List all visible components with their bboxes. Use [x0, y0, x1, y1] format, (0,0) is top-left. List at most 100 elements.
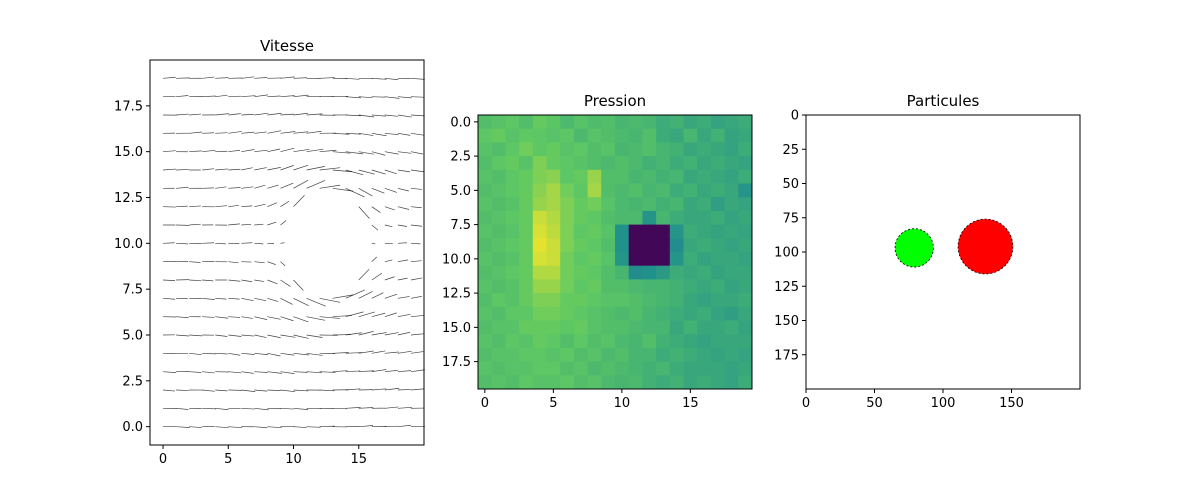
heatmap-cell [683, 224, 698, 239]
heatmap-cell [615, 361, 630, 376]
heatmap-cell [560, 224, 575, 239]
heatmap-cell [642, 293, 657, 308]
heatmap-cell [710, 375, 725, 390]
velocity-arrow [241, 389, 256, 392]
heatmap-cell [615, 320, 630, 335]
velocity-arrow [371, 369, 387, 373]
heatmap-cell [573, 169, 588, 184]
velocity-arrow [267, 148, 281, 153]
heatmap-cell [505, 128, 520, 143]
pression-y-tick-label: 5.0 [450, 184, 471, 199]
velocity-arrow [358, 132, 374, 136]
velocity-arrow [319, 167, 341, 171]
heatmap-cell [519, 347, 534, 362]
vitesse-y-tick-label: 7.5 [122, 283, 143, 298]
heatmap-cell [615, 197, 630, 212]
velocity-arrow [254, 112, 269, 116]
heatmap-cell [601, 183, 616, 198]
heatmap-cell [532, 169, 547, 184]
heatmap-cell [573, 265, 588, 280]
velocity-arrow [202, 168, 215, 171]
heatmap-cell [710, 306, 725, 321]
heatmap-cell [601, 238, 616, 253]
heatmap-cell [710, 224, 725, 239]
velocity-arrow [280, 261, 286, 267]
particle [894, 228, 934, 268]
heatmap-cell [587, 210, 602, 225]
velocity-arrow [358, 206, 370, 219]
heatmap-cell [710, 252, 725, 267]
velocity-arrow [319, 389, 335, 392]
heatmap-cell [519, 115, 534, 130]
heatmap-cell [628, 252, 643, 267]
heatmap-cell [628, 115, 643, 130]
heatmap-cell [478, 279, 493, 294]
velocity-arrow [267, 95, 281, 98]
velocity-arrow [397, 350, 412, 354]
heatmap-cell [669, 252, 684, 267]
heatmap-cell [697, 279, 712, 294]
pression-y-tick-label: 2.5 [450, 150, 471, 165]
heatmap-cell [656, 197, 671, 212]
heatmap-cell [560, 334, 575, 349]
heatmap-cell [738, 169, 753, 184]
velocity-arrow [345, 114, 361, 117]
particules-y-tick-label: 100 [774, 246, 799, 261]
heatmap-cell [519, 334, 534, 349]
velocity-arrow [332, 169, 353, 173]
heatmap-cell [669, 197, 684, 212]
pression-y-tick-label: 12.5 [442, 287, 471, 302]
velocity-arrow [306, 130, 322, 134]
velocity-arrow [371, 132, 387, 137]
pression-y-tick-label: 7.5 [450, 218, 471, 233]
heatmap-cell [642, 375, 657, 390]
velocity-arrow [384, 96, 400, 99]
velocity-arrow [293, 131, 309, 134]
heatmap-cell [532, 347, 547, 362]
heatmap-cell [478, 197, 493, 212]
heatmap-cell [478, 183, 493, 198]
velocity-arrow [345, 332, 362, 336]
quiver-arrows [163, 76, 425, 429]
heatmap-cell [683, 238, 698, 253]
heatmap-cell [601, 347, 616, 362]
velocity-arrow [345, 352, 363, 354]
velocity-arrow [280, 298, 293, 305]
heatmap-cell [669, 334, 684, 349]
velocity-arrow [215, 389, 228, 392]
velocity-arrow [241, 131, 255, 134]
velocity-arrow [371, 292, 384, 299]
velocity-arrow [397, 313, 411, 318]
heatmap-cell [628, 347, 643, 362]
heatmap-cell [628, 224, 643, 239]
velocity-arrow [189, 371, 202, 373]
velocity-arrow [280, 352, 295, 356]
velocity-arrow [397, 424, 411, 428]
heatmap-cell [615, 375, 630, 390]
velocity-arrow [189, 131, 203, 134]
velocity-arrow [267, 316, 281, 320]
heatmap-cell [573, 224, 588, 239]
heatmap-cell [560, 265, 575, 280]
velocity-arrow [176, 316, 189, 319]
velocity-arrow [306, 426, 321, 428]
heatmap-cell [560, 115, 575, 130]
heatmap-cell [738, 334, 753, 349]
heatmap-cell [587, 197, 602, 212]
heatmap-cell [724, 279, 739, 294]
heatmap-cell [656, 375, 671, 390]
heatmap-cell [519, 265, 534, 280]
heatmap-cell [546, 142, 561, 157]
heatmap-cell [697, 128, 712, 143]
velocity-arrow [241, 114, 254, 116]
heatmap-cell [491, 156, 506, 171]
heatmap-cell [532, 375, 547, 390]
velocity-arrow [397, 187, 409, 192]
velocity-arrow [410, 77, 425, 80]
velocity-arrow [371, 242, 376, 245]
heatmap-cell [478, 265, 493, 280]
heatmap-cell [656, 361, 671, 376]
velocity-arrow [410, 315, 424, 318]
velocity-arrow [280, 242, 285, 244]
heatmap-cell [546, 224, 561, 239]
